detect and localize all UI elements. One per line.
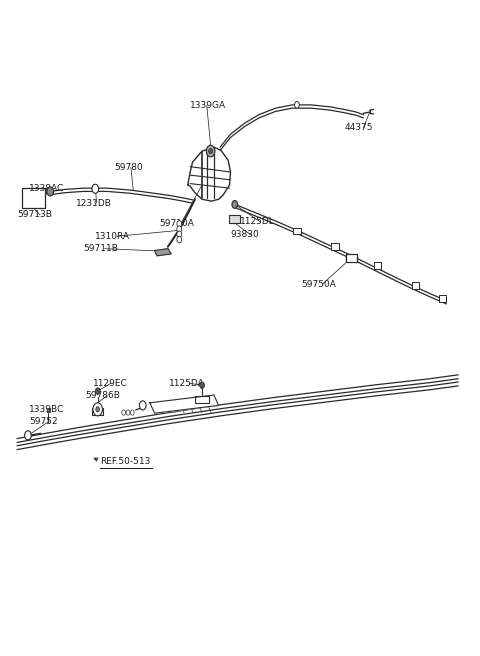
Circle shape — [96, 388, 100, 394]
Text: 1338AC: 1338AC — [29, 184, 64, 193]
Circle shape — [206, 145, 215, 157]
Bar — [22, 188, 45, 208]
Bar — [229, 215, 240, 222]
Text: 44375: 44375 — [344, 123, 373, 132]
Bar — [195, 396, 209, 403]
Text: 1125DA: 1125DA — [169, 379, 204, 388]
Polygon shape — [155, 249, 171, 256]
Text: 59750A: 59750A — [301, 280, 336, 289]
Bar — [293, 228, 301, 234]
Circle shape — [47, 187, 54, 196]
Circle shape — [232, 201, 238, 209]
Text: 59711B: 59711B — [84, 244, 118, 253]
Circle shape — [96, 407, 99, 412]
Text: 1231DB: 1231DB — [76, 199, 112, 207]
Circle shape — [131, 410, 134, 415]
Bar — [331, 243, 339, 250]
Text: 93830: 93830 — [230, 230, 259, 239]
Circle shape — [177, 220, 181, 227]
Circle shape — [93, 403, 102, 416]
Text: 1339GA: 1339GA — [190, 101, 226, 110]
Text: 59752: 59752 — [29, 417, 58, 426]
Circle shape — [209, 148, 213, 154]
Text: 1125DL: 1125DL — [240, 218, 275, 226]
Circle shape — [200, 382, 204, 388]
Text: 59710A: 59710A — [159, 219, 194, 228]
Circle shape — [295, 102, 300, 108]
Bar — [439, 295, 446, 302]
Bar — [374, 262, 382, 269]
Circle shape — [126, 410, 130, 415]
Bar — [47, 407, 50, 412]
Text: 59713B: 59713B — [17, 211, 52, 219]
Circle shape — [177, 231, 181, 237]
Text: 59780: 59780 — [114, 163, 143, 172]
Bar — [346, 253, 357, 262]
Text: 1129EC: 1129EC — [93, 379, 128, 388]
Text: REF.50-513: REF.50-513 — [100, 457, 150, 466]
Circle shape — [24, 431, 31, 440]
Text: 1310RA: 1310RA — [96, 232, 130, 241]
Circle shape — [177, 226, 181, 232]
Bar — [412, 283, 420, 289]
Circle shape — [92, 184, 98, 194]
Circle shape — [139, 401, 146, 410]
Text: 59786B: 59786B — [85, 391, 120, 400]
Circle shape — [122, 410, 126, 415]
Text: 1339BC: 1339BC — [29, 405, 64, 414]
Circle shape — [177, 236, 181, 243]
Polygon shape — [150, 395, 219, 413]
